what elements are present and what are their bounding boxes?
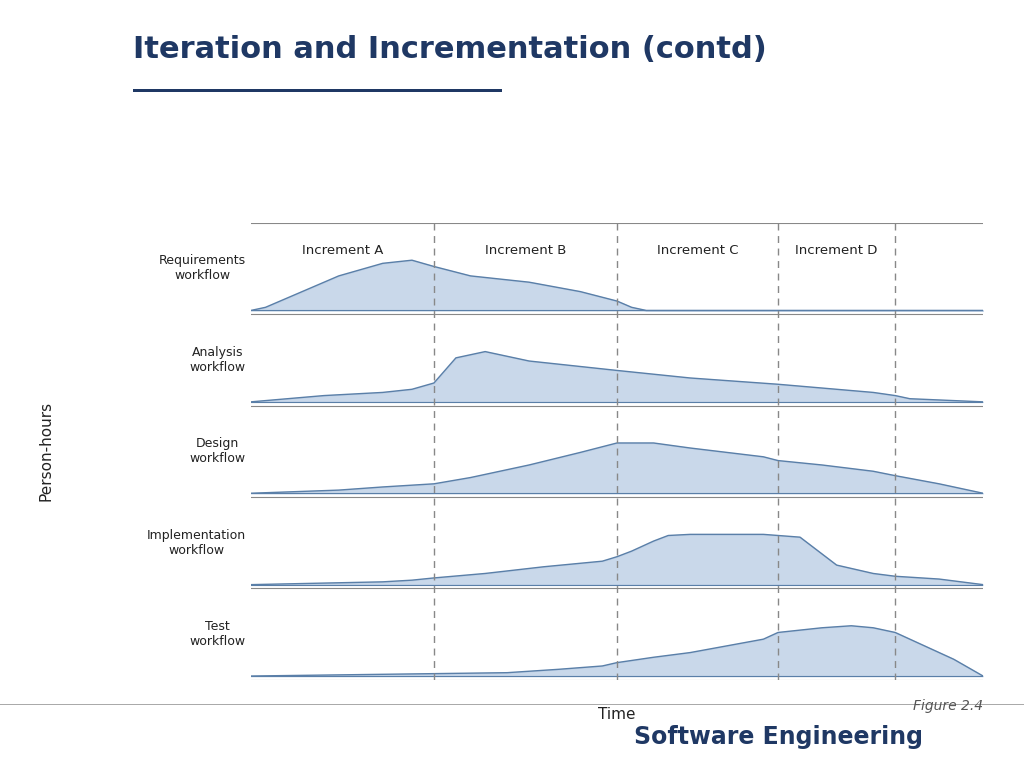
Text: Software Engineering: Software Engineering — [634, 725, 923, 749]
Text: Person-hours: Person-hours — [39, 401, 53, 502]
Text: Requirements
workflow: Requirements workflow — [159, 254, 246, 283]
Text: Test
workflow: Test workflow — [189, 620, 246, 648]
Text: Iteration and Incrementation (contd): Iteration and Incrementation (contd) — [133, 35, 767, 65]
Text: Time: Time — [598, 707, 636, 722]
Text: Increment D: Increment D — [796, 243, 878, 257]
Text: Design
workflow: Design workflow — [189, 437, 246, 465]
Text: Increment C: Increment C — [656, 243, 738, 257]
Text: Increment A: Increment A — [302, 243, 383, 257]
Text: Implementation
workflow: Implementation workflow — [146, 528, 246, 557]
Text: Figure 2.4: Figure 2.4 — [913, 699, 983, 713]
Text: Increment B: Increment B — [484, 243, 566, 257]
Text: Analysis
workflow: Analysis workflow — [189, 346, 246, 374]
